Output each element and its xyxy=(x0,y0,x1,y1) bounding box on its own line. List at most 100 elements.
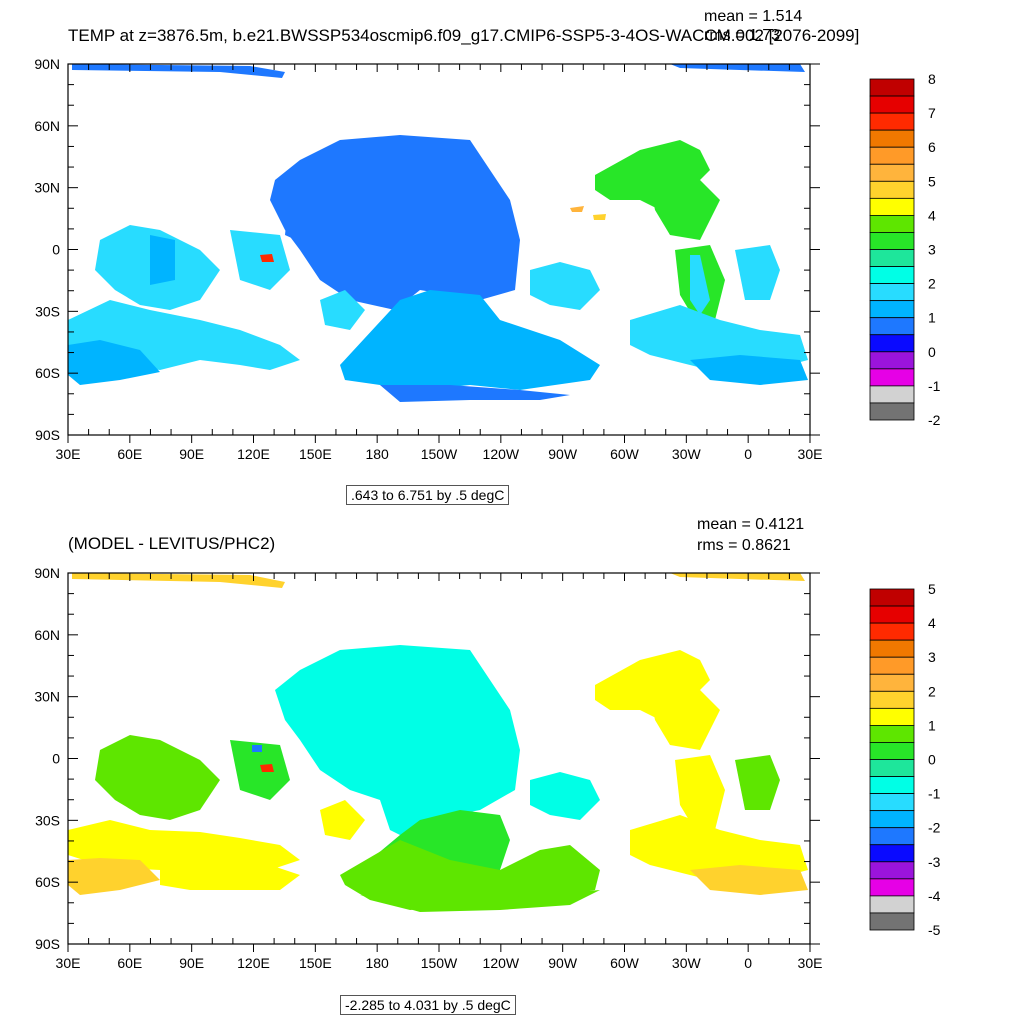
panel2-mean: mean = 0.4121 xyxy=(697,516,805,533)
colorbar-swatch xyxy=(869,895,915,914)
panel1-lon-label: 30E xyxy=(56,446,81,462)
colorbar-swatch xyxy=(869,368,915,387)
panel2-rms: rms = 0.8621 xyxy=(697,537,791,554)
panel1-lat-label: 30N xyxy=(34,180,60,196)
panel1-lon-label: 0 xyxy=(744,446,752,462)
panel1-lon-label: 180 xyxy=(365,446,389,462)
colorbar-swatch xyxy=(869,180,915,199)
panel2-range-label: -2.285 to 4.031 by .5 degC xyxy=(340,995,516,1015)
colorbar-label: -3 xyxy=(928,854,941,870)
colorbar-label: 3 xyxy=(928,649,936,665)
panel1-lon-label: 60E xyxy=(117,446,142,462)
panel1-mean: mean = 1.514 xyxy=(704,8,803,25)
colorbar-swatch xyxy=(869,197,915,216)
colorbar-swatch xyxy=(869,112,915,131)
colorbar-label: 0 xyxy=(928,344,936,360)
panel2-lat-label: 60S xyxy=(35,874,60,890)
panel1-lat-label: 60S xyxy=(35,365,60,381)
panel2-lon-label: 60E xyxy=(117,955,142,971)
colorbar-swatch xyxy=(869,639,915,658)
colorbar-swatch xyxy=(869,283,915,302)
colorbar-swatch xyxy=(869,300,915,319)
panel1-lat-label: 60N xyxy=(34,118,60,134)
colorbar-label: -1 xyxy=(928,378,941,394)
colorbar-label: 6 xyxy=(928,139,936,155)
panel1-title: TEMP at z=3876.5m, b.e21.BWSSP534oscmip6… xyxy=(68,26,860,45)
colorbar-swatch xyxy=(869,793,915,812)
panel2-lat-label: 60N xyxy=(34,627,60,643)
panel1-lat-label: 0 xyxy=(52,242,60,258)
colorbar-label: -4 xyxy=(928,888,941,904)
panel2-lon-label: 150W xyxy=(421,955,458,971)
colorbar-swatch xyxy=(869,385,915,404)
panel2-lon-label: 90E xyxy=(179,955,204,971)
colorbar-swatch xyxy=(869,232,915,250)
panel2-lon-label: 90W xyxy=(548,955,578,971)
colorbar-swatch xyxy=(869,163,915,182)
colorbar-swatch xyxy=(869,810,915,829)
panel2-lat-label: 90N xyxy=(34,565,60,581)
colorbar-label: -2 xyxy=(928,412,941,428)
colorbar-label: 2 xyxy=(928,683,936,699)
colorbar-swatch xyxy=(869,95,915,114)
colorbar-swatch xyxy=(869,588,915,607)
colorbar-label: 0 xyxy=(928,752,936,768)
colorbar-swatch xyxy=(869,266,915,284)
panel1-rms: rms = 1.73 xyxy=(704,27,781,44)
colorbar-label: 7 xyxy=(928,105,936,121)
colorbar-swatch xyxy=(869,605,915,624)
panel2-lon-label: 0 xyxy=(744,955,752,971)
panel2-lat-label: 30S xyxy=(35,812,60,828)
colorbar-label: 5 xyxy=(928,173,936,189)
panel1-lon-label: 90E xyxy=(179,446,204,462)
colorbar-swatch xyxy=(869,402,915,421)
colorbar-label: -2 xyxy=(928,820,941,836)
colorbar-swatch xyxy=(869,690,915,709)
panel2-lon-label: 30W xyxy=(672,955,702,971)
colorbar-label: -1 xyxy=(928,786,941,802)
panel2-lon-label: 30E xyxy=(56,955,81,971)
panel2-lon-label: 120E xyxy=(237,955,270,971)
panel1-lat-label: 30S xyxy=(35,303,60,319)
colorbar-label: 8 xyxy=(928,71,936,87)
colorbar-swatch xyxy=(869,129,915,148)
colorbar-swatch xyxy=(869,742,915,760)
colorbar-label: 5 xyxy=(928,581,936,597)
panel2-lat-label: 0 xyxy=(52,751,60,767)
panel1-lon-label: 150W xyxy=(421,446,458,462)
colorbar-swatch xyxy=(869,249,915,267)
panel2-lat-label: 90S xyxy=(35,936,60,952)
colorbar-swatch xyxy=(869,878,915,897)
colorbar-swatch xyxy=(869,351,915,370)
panel2-lon-label: 180 xyxy=(365,955,389,971)
panel2-lon-label: 60W xyxy=(610,955,640,971)
colorbar-swatch xyxy=(869,759,915,777)
colorbar-label: -5 xyxy=(928,922,941,938)
panel2-map xyxy=(67,572,811,945)
panel1-lon-label: 120W xyxy=(483,446,520,462)
panel2-colorbar: 5 4 3 2 1 0 -1 -2 -3 -4 -5 xyxy=(869,581,941,938)
colorbar-swatch xyxy=(869,214,915,233)
colorbar-label: 1 xyxy=(928,310,936,326)
colorbar-swatch xyxy=(869,78,915,97)
colorbar-label: 2 xyxy=(928,276,936,292)
colorbar-swatch xyxy=(869,844,915,863)
panel1-lat-label: 90N xyxy=(34,56,60,72)
colorbar-label: 1 xyxy=(928,717,936,733)
panel1-lon-label: 150E xyxy=(299,446,332,462)
colorbar-swatch xyxy=(869,317,915,336)
colorbar-swatch xyxy=(869,861,915,880)
panel1-range-label: .643 to 6.751 by .5 degC xyxy=(346,485,510,505)
panel2-lon-label: 120W xyxy=(483,955,520,971)
panel2-lon-label: 150E xyxy=(299,955,332,971)
colorbar-swatch xyxy=(869,334,915,353)
panel1-lon-label: 30E xyxy=(798,446,823,462)
colorbar-swatch xyxy=(869,827,915,846)
panel1-lon-label: 90W xyxy=(548,446,578,462)
panel1-lon-label: 60W xyxy=(610,446,640,462)
panel2-lon-label: 30E xyxy=(798,955,823,971)
colorbar-swatch xyxy=(869,146,915,165)
colorbar-label: 4 xyxy=(928,615,936,631)
panel1-lon-label: 30W xyxy=(672,446,702,462)
